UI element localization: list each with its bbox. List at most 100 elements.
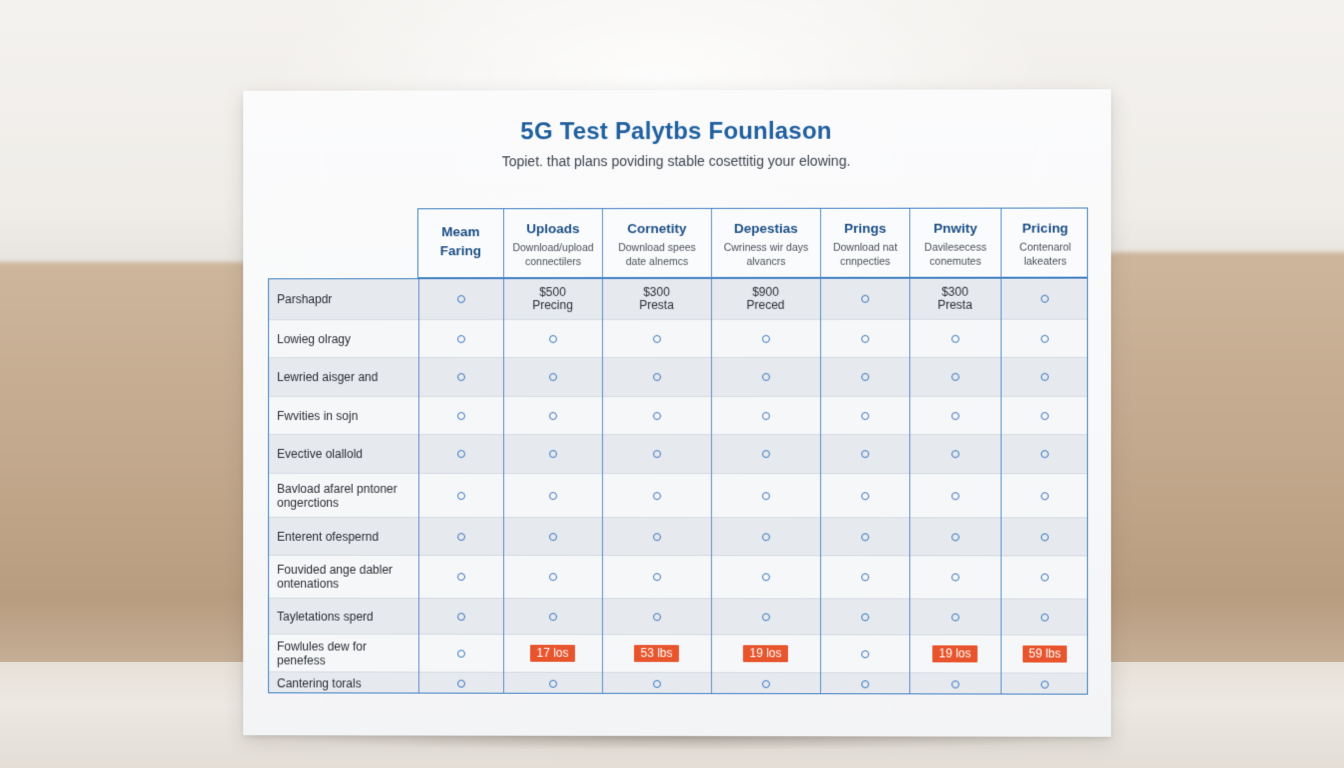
circle-icon — [457, 412, 465, 420]
circle-icon — [951, 533, 959, 541]
table-cell — [418, 358, 503, 396]
table-cell — [711, 556, 820, 598]
column-subtitle: Cwriness wir days alvancrs — [712, 241, 820, 269]
sheet-subtitle: Topiet. that plans poviding stable coset… — [243, 152, 1111, 169]
row-label: Lewried aisger and — [277, 358, 412, 396]
table-cell — [602, 320, 711, 357]
circle-icon — [762, 492, 770, 500]
column-title: Depestias — [712, 221, 820, 237]
circle-icon — [861, 411, 869, 419]
value-badge: 19 los — [933, 645, 977, 662]
circle-icon — [861, 613, 869, 621]
price-note: Precing — [532, 299, 573, 312]
circle-icon — [457, 649, 465, 657]
circle-icon — [653, 612, 661, 620]
column-divider — [1001, 279, 1002, 695]
table-cell — [909, 435, 1000, 473]
column-header: Cornetity Download spees date alnemcs — [602, 209, 711, 279]
value-badge: 17 los — [531, 645, 575, 662]
circle-icon — [653, 450, 661, 458]
table-cell: 19 los — [909, 635, 1000, 672]
table-cell — [418, 320, 503, 357]
circle-icon — [457, 335, 465, 343]
table-cell — [602, 474, 711, 517]
price-note: Presta — [938, 299, 973, 312]
row-label: Parshapdr — [277, 279, 412, 319]
column-header: Uploads Download/upload connectilers — [503, 209, 602, 279]
table-row: Cantering torals — [269, 671, 1088, 694]
table-cell — [503, 320, 602, 357]
column-title: Uploads — [504, 221, 602, 237]
circle-icon — [457, 612, 465, 620]
row-label: Evective olallold — [277, 435, 412, 473]
table-cell — [602, 556, 711, 598]
value-badge: 59 lbs — [1023, 645, 1067, 662]
circle-icon — [653, 335, 661, 343]
table-cell — [820, 673, 909, 694]
table-cell — [1001, 279, 1088, 319]
column-title: Prings — [821, 221, 909, 237]
circle-icon — [549, 573, 557, 581]
column-header: Meam Faring — [418, 209, 503, 279]
circle-icon — [457, 532, 465, 540]
circle-icon — [1041, 613, 1049, 621]
row-label: Fowlules dew for penefess — [277, 634, 412, 671]
circle-icon — [861, 450, 869, 458]
circle-icon — [861, 533, 869, 541]
table-cell — [503, 673, 602, 695]
table-cell — [503, 397, 602, 434]
circle-icon — [762, 533, 770, 541]
circle-icon — [762, 573, 770, 581]
row-label: Fwvities in sojn — [277, 397, 412, 434]
circle-icon — [861, 680, 869, 688]
table-cell — [1001, 518, 1088, 555]
column-subtitle: Download nat cnnpecties — [821, 241, 909, 269]
table-row: Evective olallold — [269, 434, 1088, 473]
printed-comparison-sheet: 5G Test Palytbs Founlason Topiet. that p… — [243, 89, 1111, 737]
circle-icon — [861, 573, 869, 581]
circle-icon — [549, 491, 557, 499]
circle-icon — [549, 450, 557, 458]
row-label: Tayletations sperd — [277, 599, 412, 634]
circle-icon — [653, 491, 661, 499]
circle-icon — [762, 613, 770, 621]
table-row: Fouvided ange dabler ontenations — [269, 555, 1088, 599]
circle-icon — [1041, 681, 1049, 689]
circle-icon — [457, 450, 465, 458]
table-body: Parshapdr $500 Precing $300 Presta $900 Preced… — [268, 278, 1088, 695]
sheet-title: 5G Test Palytbs Founlason — [243, 117, 1111, 146]
column-divider — [602, 279, 603, 695]
table-cell — [503, 556, 602, 598]
table-cell — [1001, 599, 1088, 634]
table-cell — [418, 435, 503, 473]
circle-icon — [1041, 295, 1049, 303]
row-label: Cantering torals — [277, 672, 412, 694]
table-cell — [418, 635, 503, 672]
table-row: Enterent ofespernd — [269, 517, 1088, 556]
row-label: Bavload afarel pntoner ongerctions — [277, 474, 412, 517]
table-cell — [820, 279, 909, 319]
column-header: Pricing Contenarol lakeaters — [1001, 209, 1089, 279]
circle-icon — [951, 573, 959, 581]
table-header: Meam Faring Uploads Download/upload connect… — [417, 208, 1088, 279]
table-cell — [820, 358, 909, 396]
row-label: Fouvided ange dabler ontenations — [277, 556, 412, 598]
circle-icon — [951, 411, 959, 419]
table-cell — [1001, 358, 1088, 396]
column-title: Cornetity — [603, 221, 711, 237]
table-cell — [820, 599, 909, 634]
table-cell — [909, 320, 1000, 357]
table-cell: $300 Presta — [602, 279, 711, 319]
circle-icon — [1041, 373, 1049, 381]
circle-icon — [457, 680, 465, 688]
circle-icon — [951, 373, 959, 381]
table-cell — [503, 358, 602, 396]
table-cell — [602, 435, 711, 473]
table-cell — [418, 397, 503, 434]
column-divider — [820, 279, 821, 695]
column-subtitle: Contenarol lakeaters — [1002, 241, 1089, 269]
table-cell — [1001, 673, 1088, 694]
table-cell — [711, 435, 820, 473]
column-subtitle: Download/upload connectilers — [504, 241, 602, 269]
